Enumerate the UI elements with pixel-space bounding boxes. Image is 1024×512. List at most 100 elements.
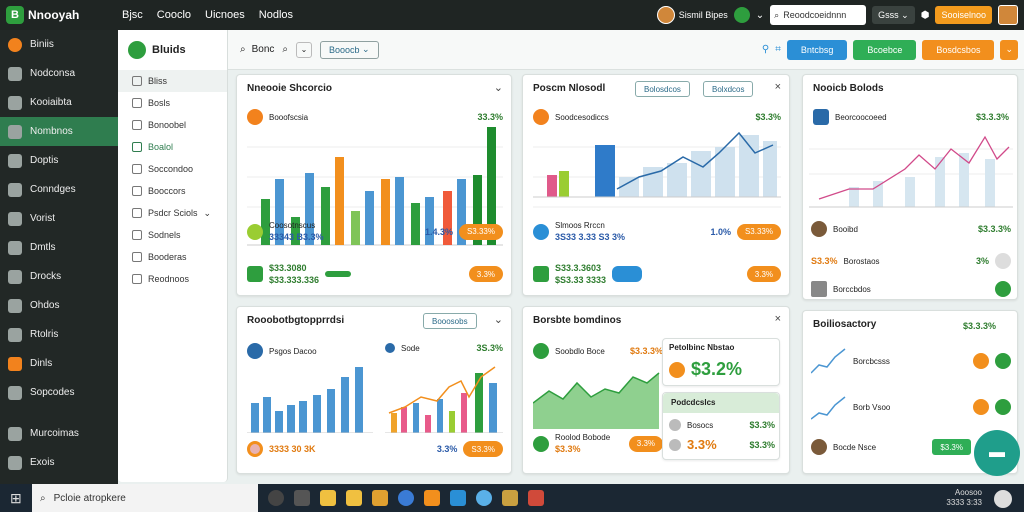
- close-icon[interactable]: ×: [774, 313, 781, 325]
- top-dropdown[interactable]: Gsss ⌄: [872, 6, 915, 24]
- sub-item-7[interactable]: Sodnels: [118, 224, 227, 246]
- clock[interactable]: Aoosoo 3333 3:33: [946, 488, 982, 507]
- sub-item-8[interactable]: Booderas: [118, 246, 227, 268]
- sidebar-item-14[interactable]: Exois: [0, 448, 118, 477]
- search-icon[interactable]: ⌕: [282, 44, 289, 55]
- sub-item-4[interactable]: Soccondoo: [118, 158, 227, 180]
- mini-progress: [325, 271, 352, 277]
- sidebar-item-5[interactable]: Conndges: [0, 175, 118, 204]
- toggle-icon[interactable]: [612, 266, 643, 282]
- badge[interactable]: 3.3%: [628, 435, 663, 452]
- app-logo[interactable]: B Nnooyah: [6, 6, 122, 24]
- mail-icon[interactable]: [450, 490, 466, 506]
- metric-title: Petolbinc Nbstao: [669, 343, 735, 352]
- sub-item-0[interactable]: Bliss: [118, 70, 227, 92]
- badge[interactable]: S3.3%: [463, 441, 503, 457]
- notification-icon[interactable]: [994, 490, 1012, 508]
- top-nav: Bjsc Cooclo Uicnoes Nodlos: [122, 9, 293, 21]
- chevron-down-icon[interactable]: ⌄: [755, 9, 765, 21]
- action-button-1[interactable]: Bntcbsg: [786, 39, 848, 60]
- sub-item-3[interactable]: Boalol: [118, 136, 227, 158]
- sub-item-2[interactable]: Bonoobel: [118, 114, 227, 136]
- nav-item-1[interactable]: Cooclo: [156, 9, 192, 21]
- option-button[interactable]: Booosobs: [423, 313, 477, 329]
- logo-icon: B: [6, 6, 24, 24]
- card-performance: Poscm Nlosodl Bolosdcos Bolxdcos × Soodc…: [522, 74, 790, 296]
- office-icon[interactable]: [528, 490, 544, 506]
- taskview-icon[interactable]: [268, 490, 284, 506]
- floating-action-button[interactable]: ▬: [974, 430, 1020, 476]
- sub-item-9[interactable]: Reodnoos: [118, 268, 227, 290]
- bell-icon[interactable]: ⬢: [920, 9, 930, 21]
- taskbar-search[interactable]: ⌕ Pcloie atropkere: [32, 484, 258, 512]
- window-icon[interactable]: [294, 490, 310, 506]
- chevron-down-icon[interactable]: ⌄: [493, 314, 503, 326]
- status-icon[interactable]: [995, 281, 1011, 297]
- card-sales: Nneooie Shcorcio ⌄ Booofscsia 33.3% Cooso…: [236, 74, 512, 296]
- sidebar-item-12[interactable]: Sopcodes: [0, 378, 118, 407]
- sidebar-item-2[interactable]: Kooiaibta: [0, 88, 118, 117]
- chevron-down-icon[interactable]: ⌄: [493, 82, 503, 94]
- settings-icon[interactable]: ⌗: [775, 44, 781, 55]
- badge[interactable]: $3.3%: [932, 439, 971, 455]
- dropdown-toggle[interactable]: ⌄: [296, 41, 313, 58]
- sub-item-6[interactable]: Psdcr Sciols ⌄: [118, 202, 227, 224]
- sidebar-item-1[interactable]: Nodconsa: [0, 59, 118, 88]
- tools-icon: [8, 124, 22, 139]
- edge-icon[interactable]: [476, 490, 492, 506]
- app-icon[interactable]: [424, 490, 440, 506]
- sidebar-item-11[interactable]: Dinls: [0, 349, 118, 378]
- nav-item-2[interactable]: Uicnoes: [205, 9, 245, 21]
- user-menu[interactable]: Sismil Bipes: [656, 6, 728, 24]
- sidebar-item-7[interactable]: Dmtls: [0, 233, 118, 262]
- file-icon[interactable]: [372, 490, 388, 506]
- item-icon: [132, 98, 142, 108]
- sidebar-item-13[interactable]: Murcoimas: [0, 419, 118, 448]
- nav-item-0[interactable]: Bjsc: [122, 9, 143, 21]
- badge[interactable]: S3.33%: [736, 223, 781, 240]
- action-dropdown[interactable]: ⌄: [1000, 39, 1018, 60]
- sidebar-item-6[interactable]: Vorist: [0, 204, 118, 233]
- browser-icon[interactable]: [398, 490, 414, 506]
- option-button-1[interactable]: Bolosdcos: [635, 81, 690, 97]
- sidebar-item-8[interactable]: Drocks: [0, 262, 118, 291]
- profile-avatar[interactable]: [998, 5, 1018, 25]
- store-icon[interactable]: [502, 490, 518, 506]
- bar-chart-4a: [247, 367, 373, 433]
- status-icon[interactable]: [995, 399, 1011, 415]
- menu-icon[interactable]: [995, 253, 1011, 269]
- close-icon[interactable]: ×: [774, 81, 781, 93]
- coin-icon: [533, 109, 549, 125]
- chat-icon: ▬: [989, 444, 1005, 461]
- sidebar-item-9[interactable]: Ohdos: [0, 291, 118, 320]
- status-icon[interactable]: [733, 7, 750, 23]
- top-action-button[interactable]: Sooiselnoo: [935, 6, 992, 24]
- sub-item-1[interactable]: Bosls: [118, 92, 227, 114]
- toolbar-search[interactable]: ⌕ Bonc: [240, 44, 275, 55]
- filter-pill[interactable]: Booocb ⌄: [320, 40, 379, 59]
- badge[interactable]: S3.33%: [458, 223, 503, 240]
- start-icon[interactable]: ⊞: [10, 490, 22, 506]
- option-button-2[interactable]: Bolxdcos: [703, 81, 754, 97]
- share-icon[interactable]: ⚲: [761, 44, 770, 55]
- sub-item-5[interactable]: Booccors: [118, 180, 227, 202]
- action-button-2[interactable]: Bcoebce: [853, 39, 917, 60]
- sidebar-item-4[interactable]: Doptis: [0, 146, 118, 175]
- app-name: Nnooyah: [28, 8, 80, 22]
- sidebar-item-3[interactable]: Nombnos: [0, 117, 118, 146]
- bar-chart-1: [247, 127, 503, 246]
- doc-icon: [8, 153, 22, 168]
- item-icon: [132, 274, 142, 284]
- search-input[interactable]: ⌕ Reoodcoeidnnn: [770, 5, 867, 25]
- nav-item-3[interactable]: Nodlos: [258, 9, 294, 21]
- badge[interactable]: 3.3%: [468, 266, 503, 282]
- action-button-3[interactable]: Bosdcsbos: [922, 39, 995, 60]
- cloud-icon: [8, 298, 22, 313]
- sidebar-item-0[interactable]: Biniis: [0, 30, 118, 59]
- sidebar-item-10[interactable]: Rtolris: [0, 320, 118, 349]
- brand-icon: [8, 37, 22, 52]
- folder-icon[interactable]: [320, 490, 336, 506]
- folder-icon[interactable]: [346, 490, 362, 506]
- badge[interactable]: 3.3%: [746, 266, 781, 282]
- status-icon[interactable]: [995, 353, 1011, 369]
